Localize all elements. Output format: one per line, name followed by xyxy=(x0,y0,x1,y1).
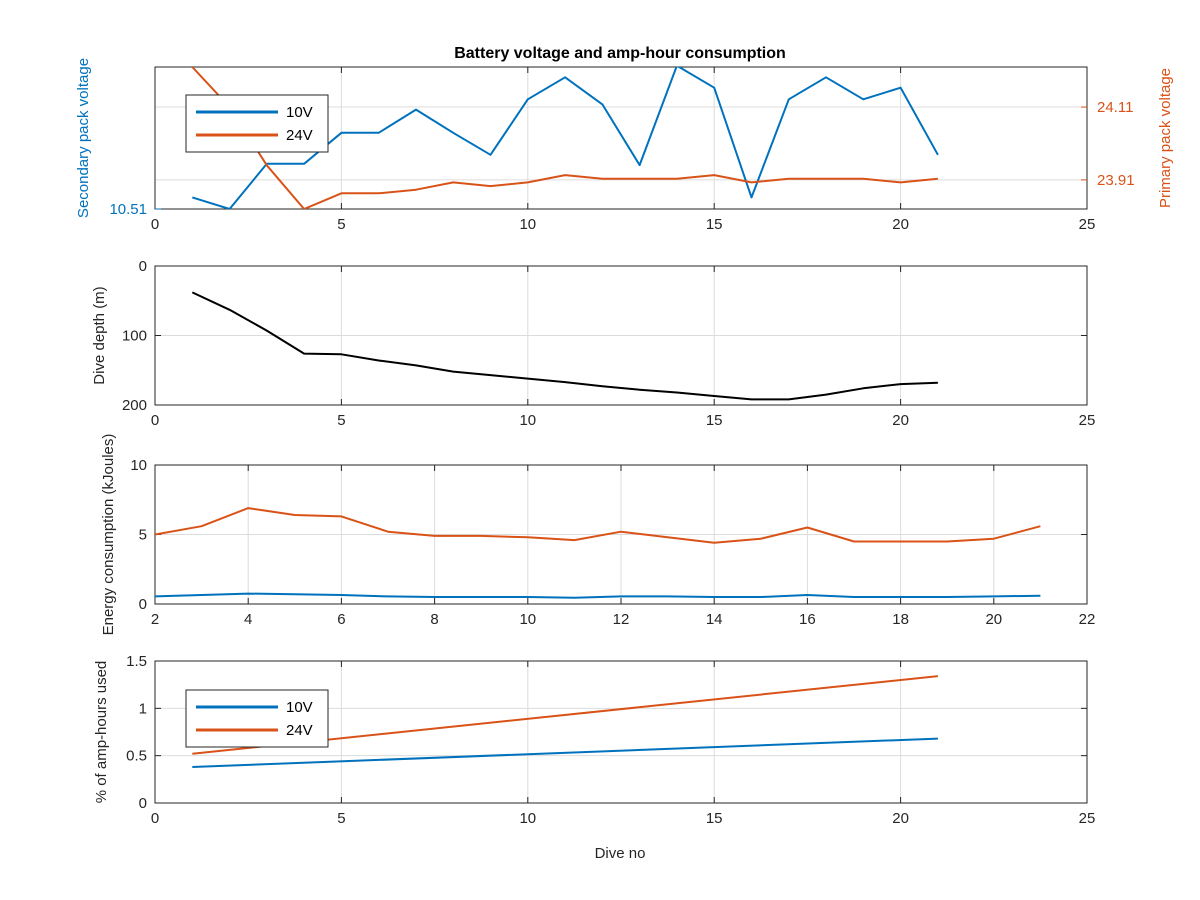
x-tick-label-energy-2: 6 xyxy=(337,611,345,628)
x-tick-label-amphours-2: 10 xyxy=(519,810,536,827)
x-tick-label-voltage-1: 5 xyxy=(337,216,345,233)
x-tick-label-energy-7: 16 xyxy=(799,611,816,628)
legend-label-amphours-0: 10V xyxy=(286,699,313,716)
series-line-voltage-10v xyxy=(192,67,939,209)
legend-box-amphours xyxy=(185,689,329,748)
x-tick-label-amphours-1: 5 xyxy=(337,810,345,827)
x-tick-label-amphours-5: 25 xyxy=(1079,810,1096,827)
x-tick-label-energy-9: 20 xyxy=(985,611,1002,628)
y-tick-label-depth-0: 0 xyxy=(139,258,147,275)
x-tick-label-amphours-0: 0 xyxy=(151,810,159,827)
series-line-voltage-24v xyxy=(191,67,938,209)
y-right-tick-label-voltage-1: 24.11 xyxy=(1097,99,1133,116)
legend-label-amphours-1: 24V xyxy=(286,722,313,739)
y-tick-label-amphours-1: 0.5 xyxy=(126,748,147,765)
y-right-tick-label-voltage-0: 23.91 xyxy=(1097,172,1135,189)
x-tick-label-amphours-3: 15 xyxy=(706,810,723,827)
y-tick-label-depth-2: 200 xyxy=(122,397,147,414)
x-tick-label-energy-8: 18 xyxy=(892,611,909,628)
figure-title: Battery voltage and amp-hour consumption xyxy=(454,45,786,62)
x-tick-label-energy-5: 12 xyxy=(613,611,630,628)
axes-box-voltage xyxy=(154,66,1088,210)
x-tick-label-depth-5: 25 xyxy=(1079,412,1096,429)
y-tick-label-energy-0: 0 xyxy=(139,596,147,613)
series-line-energy-24v xyxy=(155,507,1041,544)
x-tick-label-voltage-2: 10 xyxy=(519,216,536,233)
axes-box-amphours xyxy=(154,660,1088,804)
legend-label-voltage-1: 24V xyxy=(286,127,313,144)
x-tick-label-energy-0: 2 xyxy=(151,611,159,628)
x-tick-label-voltage-5: 25 xyxy=(1079,216,1096,233)
y-axis-label-depth: Dive depth (m) xyxy=(91,286,108,384)
x-tick-label-energy-3: 8 xyxy=(430,611,438,628)
x-tick-label-depth-1: 5 xyxy=(337,412,345,429)
y-tick-label-depth-1: 100 xyxy=(122,328,147,345)
x-tick-label-voltage-4: 20 xyxy=(892,216,909,233)
x-tick-label-voltage-0: 0 xyxy=(151,216,159,233)
x-tick-label-depth-3: 15 xyxy=(706,412,723,429)
y-tick-label-voltage-0: 10.51 xyxy=(109,201,147,218)
y-axis-label-voltage: Secondary pack voltage xyxy=(75,58,92,218)
x-tick-label-energy-10: 22 xyxy=(1079,611,1096,628)
y-axis-label-amphours: % of amp-hours used xyxy=(93,661,110,804)
x-tick-label-energy-4: 10 xyxy=(519,611,536,628)
x-tick-label-energy-6: 14 xyxy=(706,611,723,628)
x-tick-label-depth-4: 20 xyxy=(892,412,909,429)
y-tick-label-energy-1: 5 xyxy=(139,527,147,544)
legend-label-voltage-0: 10V xyxy=(286,104,313,121)
legend-box-voltage xyxy=(185,94,329,153)
series-line-amphours-10v xyxy=(192,737,938,768)
y-tick-label-energy-2: 10 xyxy=(130,457,147,474)
x-tick-label-amphours-4: 20 xyxy=(892,810,909,827)
series-line-depth-depth xyxy=(191,291,938,401)
y-tick-label-amphours-2: 1 xyxy=(139,700,147,717)
y-tick-label-amphours-3: 1.5 xyxy=(126,653,147,670)
x-tick-label-depth-0: 0 xyxy=(151,412,159,429)
x-axis-label-dive-no: Dive no xyxy=(595,845,646,862)
y-right-axis-label-voltage: Primary pack voltage xyxy=(1157,68,1174,208)
x-tick-label-voltage-3: 15 xyxy=(706,216,723,233)
x-tick-label-depth-2: 10 xyxy=(519,412,536,429)
y-tick-label-amphours-0: 0 xyxy=(139,795,147,812)
x-tick-label-energy-1: 4 xyxy=(244,611,252,628)
series-line-energy-10v xyxy=(155,592,1041,599)
y-axis-label-energy: Energy consumption (kJoules) xyxy=(100,434,117,636)
